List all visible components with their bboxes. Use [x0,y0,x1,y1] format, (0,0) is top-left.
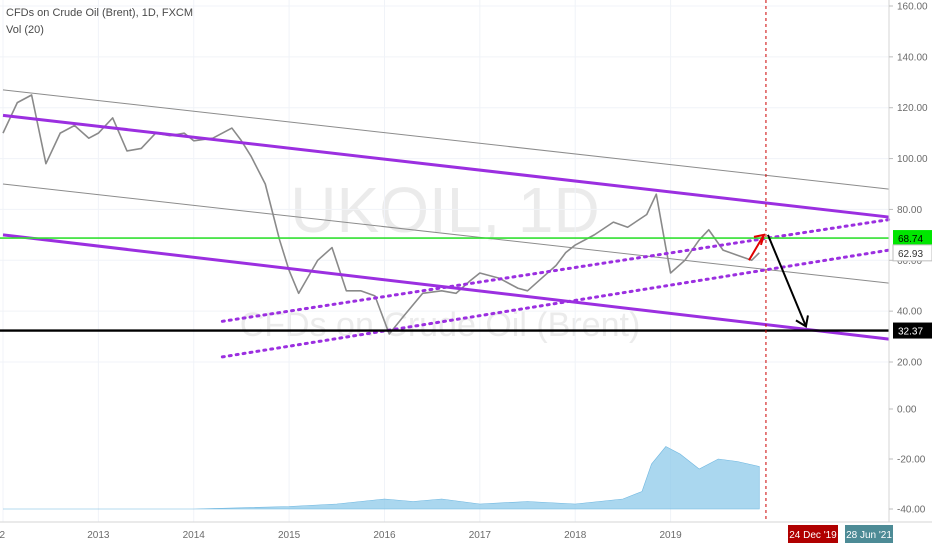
price-tick-label: 160.00 [897,2,928,13]
trendline-purple-dotted-upper [220,218,891,323]
price-tick-label: 40.00 [897,307,922,318]
price-series [2,94,760,335]
trendline-gray-channel-bottom [2,183,890,284]
trendline-purple-dotted-lower [220,248,891,359]
price-tick-label: 140.00 [897,52,928,63]
volume-axis[interactable]: 0.00 -20.00 -40.00 [889,405,926,516]
svg-text:62.93: 62.93 [898,249,923,260]
price-line [2,94,760,335]
price-tick-label: 100.00 [897,154,928,165]
black-level-tag: 32.37 [893,322,932,339]
trendline-gray-channel-top [2,89,890,190]
time-tick-label: 2012 [0,530,6,541]
green-level-tag: 68.74 [893,230,932,247]
end-date-tag: 28 Jun '21 [845,525,893,543]
volume-tick-label: -20.00 [897,455,926,466]
watermark-name: CFDs on Crude Oil (Brent) [240,306,641,344]
last-price-tag: 62.93 [892,244,932,262]
symbol-legend[interactable]: CFDs on Crude Oil (Brent), 1D, FXCM [6,7,194,19]
svg-text:24 Dec '19: 24 Dec '19 [789,530,837,541]
time-tick-label: 2017 [469,530,492,541]
svg-text:28 Jun '21: 28 Jun '21 [846,530,892,541]
volume-tick-label: 0.00 [897,405,917,416]
time-tick-label: 2015 [278,530,301,541]
volume-pane [3,446,760,510]
grid-lines [0,0,889,522]
annotations [748,0,809,522]
black-arrow-head [795,315,809,329]
trendlines[interactable] [2,89,891,359]
volume-area [3,446,760,510]
black-arrow-shaft [767,234,807,327]
price-tick-label: 120.00 [897,103,928,114]
price-tick-label: 80.00 [897,205,922,216]
time-tick-label: 2013 [87,530,110,541]
volume-tick-label: -40.00 [897,505,926,516]
red-arrow-head [753,233,766,246]
volume-legend[interactable]: Vol (20) [6,24,44,36]
horizontal-levels[interactable] [0,237,889,332]
svg-text:32.37: 32.37 [898,327,923,338]
time-tick-label: 2019 [659,530,682,541]
time-tick-label: 2018 [564,530,587,541]
red-arrow-shaft [748,234,765,261]
cursor-date-tag: 24 Dec '19 [788,525,838,543]
price-tick-label: 20.00 [897,358,922,369]
time-tick-label: 2014 [183,530,206,541]
time-axis[interactable]: 2012 2013 2014 2015 2016 2017 2018 2019 [0,530,682,541]
trendline-purple-solid-upper [2,113,890,219]
time-tick-label: 2016 [373,530,396,541]
svg-text:68.74: 68.74 [898,234,923,245]
watermark-ticker: UKOIL, 1D [290,174,599,246]
